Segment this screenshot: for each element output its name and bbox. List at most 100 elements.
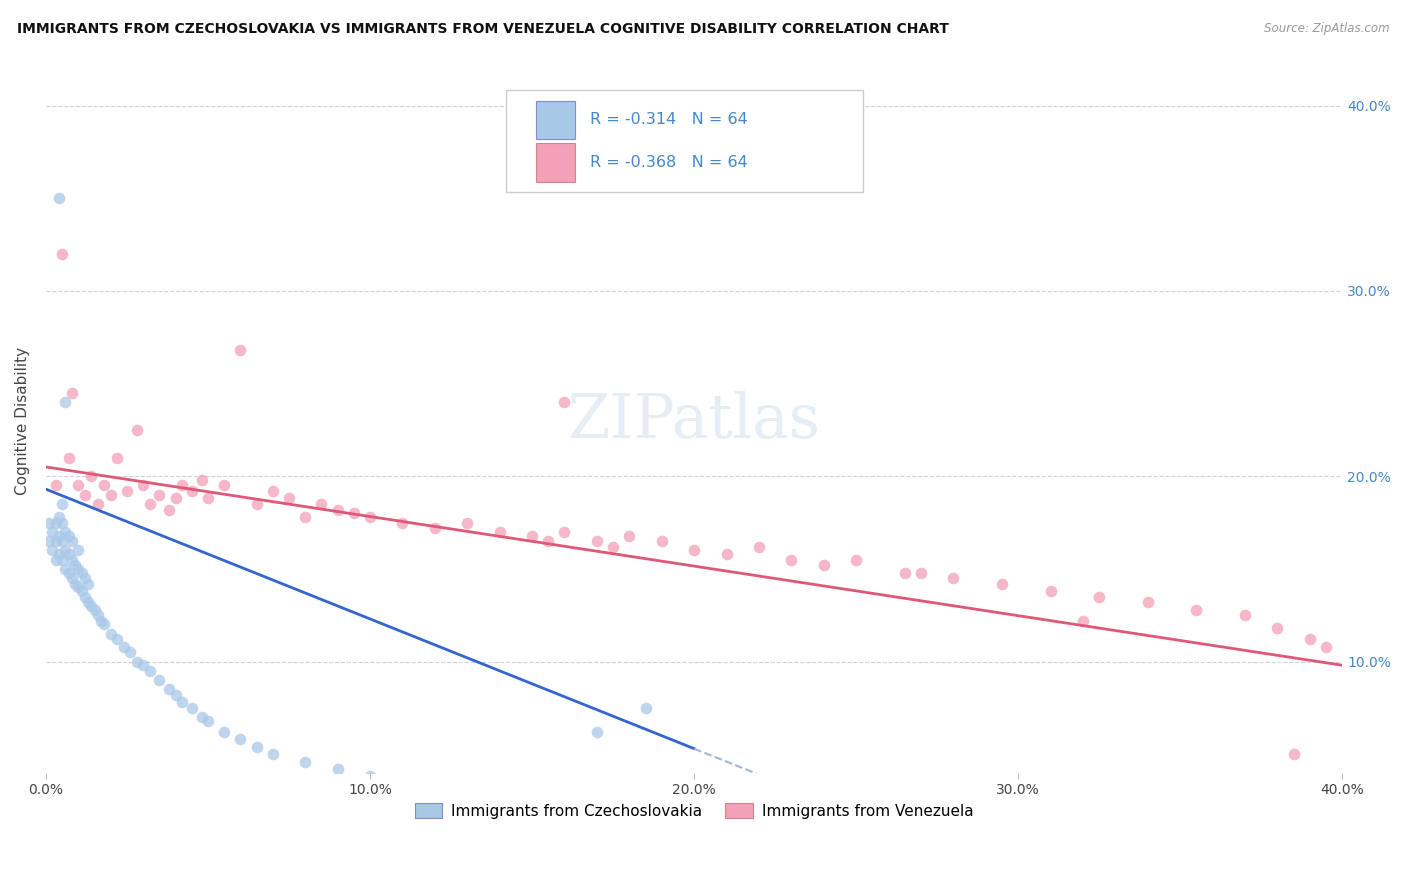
Point	[60, 534, 83, 549]
Text: ZIPatlas: ZIPatlas	[568, 391, 821, 450]
Point	[55, 543, 77, 558]
Point	[780, 552, 803, 566]
Point	[391, 516, 413, 530]
Y-axis label: Cognitive Disability: Cognitive Disability	[15, 347, 30, 495]
Point	[60, 552, 83, 566]
Point	[38, 534, 60, 549]
Point	[246, 497, 269, 511]
Point	[197, 491, 219, 506]
Point	[80, 599, 103, 613]
Point	[63, 576, 86, 591]
Point	[70, 584, 93, 599]
Point	[165, 491, 187, 506]
Point	[294, 510, 316, 524]
Point	[83, 602, 105, 616]
Point	[1315, 640, 1337, 654]
Point	[73, 590, 96, 604]
Point	[1234, 608, 1257, 623]
Point	[55, 562, 77, 576]
Point	[67, 478, 90, 492]
Point	[1299, 632, 1322, 647]
Point	[553, 524, 575, 539]
Point	[138, 664, 160, 678]
Point	[586, 534, 609, 549]
Text: IMMIGRANTS FROM CZECHOSLOVAKIA VS IMMIGRANTS FROM VENEZUELA COGNITIVE DISABILITY: IMMIGRANTS FROM CZECHOSLOVAKIA VS IMMIGR…	[17, 22, 949, 37]
Point	[942, 571, 965, 585]
Point	[294, 755, 316, 769]
Point	[683, 543, 706, 558]
Point	[70, 566, 93, 580]
Point	[125, 423, 148, 437]
Point	[112, 640, 135, 654]
Point	[105, 632, 128, 647]
Text: Source: ZipAtlas.com: Source: ZipAtlas.com	[1264, 22, 1389, 36]
Point	[60, 385, 83, 400]
Text: R = -0.368   N = 64: R = -0.368 N = 64	[591, 154, 748, 169]
Point	[77, 595, 100, 609]
Point	[58, 450, 80, 465]
Point	[1136, 595, 1159, 609]
Point	[73, 488, 96, 502]
Point	[90, 614, 112, 628]
Point	[157, 502, 180, 516]
FancyBboxPatch shape	[536, 101, 575, 139]
Point	[157, 682, 180, 697]
Point	[148, 488, 170, 502]
Point	[48, 510, 70, 524]
Point	[58, 566, 80, 580]
Point	[520, 528, 543, 542]
Point	[51, 516, 73, 530]
Point	[67, 581, 90, 595]
Point	[537, 534, 560, 549]
Point	[1071, 614, 1094, 628]
Point	[456, 516, 478, 530]
Point	[120, 645, 142, 659]
Point	[51, 247, 73, 261]
Point	[1282, 747, 1305, 762]
Point	[262, 484, 284, 499]
Point	[55, 395, 77, 409]
Point	[229, 343, 252, 358]
Point	[165, 688, 187, 702]
Point	[51, 552, 73, 566]
Point	[77, 576, 100, 591]
Point	[1039, 584, 1062, 599]
Point	[278, 491, 301, 506]
Point	[359, 510, 381, 524]
Point	[100, 488, 122, 502]
Point	[343, 506, 366, 520]
Point	[190, 710, 212, 724]
Point	[172, 478, 194, 492]
Point	[38, 516, 60, 530]
Point	[311, 497, 333, 511]
Point	[93, 617, 115, 632]
Point	[45, 534, 67, 549]
Point	[138, 497, 160, 511]
Point	[197, 714, 219, 728]
Point	[45, 516, 67, 530]
Point	[48, 528, 70, 542]
Point	[45, 552, 67, 566]
FancyBboxPatch shape	[506, 90, 863, 192]
Point	[105, 450, 128, 465]
Point	[48, 547, 70, 561]
Point	[716, 547, 738, 561]
Point	[212, 478, 235, 492]
Point	[651, 534, 673, 549]
Point	[1267, 621, 1289, 635]
Point	[488, 524, 510, 539]
Point	[55, 524, 77, 539]
Point	[58, 547, 80, 561]
Point	[60, 571, 83, 585]
Point	[45, 478, 67, 492]
Point	[991, 576, 1014, 591]
Point	[93, 478, 115, 492]
Point	[63, 558, 86, 573]
Point	[51, 534, 73, 549]
Point	[813, 558, 835, 573]
Point	[423, 521, 446, 535]
Point	[51, 497, 73, 511]
Point	[894, 566, 917, 580]
Point	[172, 695, 194, 709]
Point	[748, 540, 770, 554]
